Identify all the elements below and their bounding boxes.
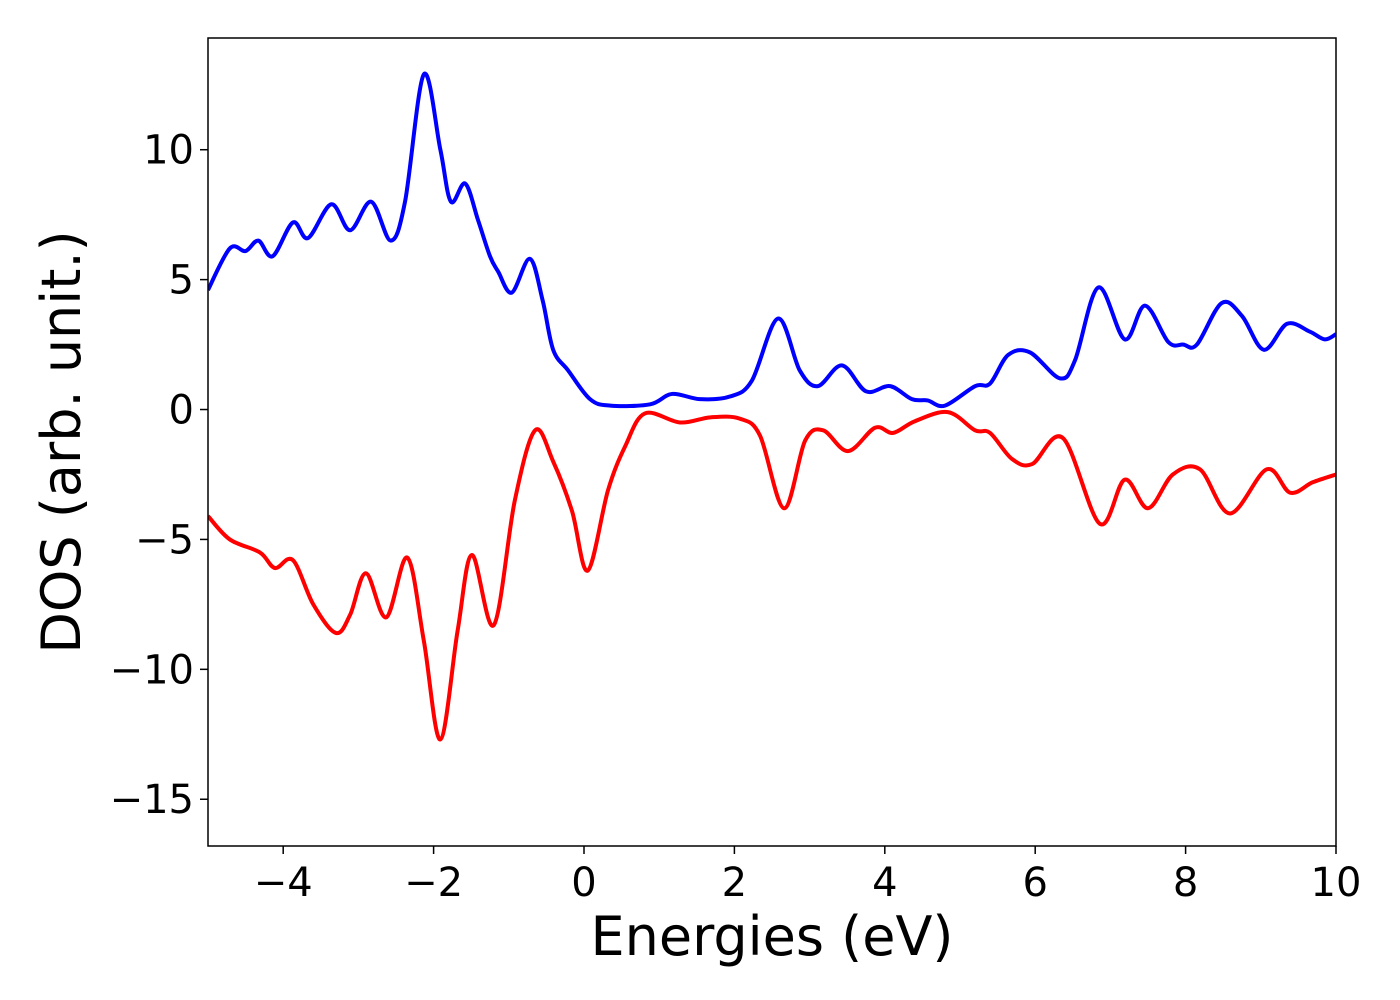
y-tick-label: 10 [143, 128, 194, 174]
x-tick-label: −2 [404, 860, 463, 906]
y-tick-label: −5 [135, 517, 194, 563]
y-axis-label: DOS (arb. unit.) [30, 230, 93, 653]
x-tick-label: 6 [1022, 860, 1047, 906]
x-tick-label: 0 [571, 860, 596, 906]
x-tick-label: 2 [722, 860, 747, 906]
x-tick-label: 4 [872, 860, 897, 906]
plot-frame [207, 37, 1337, 847]
y-tick-label: 5 [169, 258, 194, 304]
x-tick-label: 10 [1311, 860, 1362, 906]
x-tick-label: −4 [254, 860, 313, 906]
x-tick-label: 8 [1173, 860, 1198, 906]
data-line [208, 71, 1336, 409]
data-line [208, 409, 1336, 742]
y-tick-label: −15 [110, 777, 194, 823]
y-tick-label: −10 [110, 647, 194, 693]
y-tick-label: 0 [169, 388, 194, 434]
x-axis-label: Energies (eV) [591, 905, 954, 968]
